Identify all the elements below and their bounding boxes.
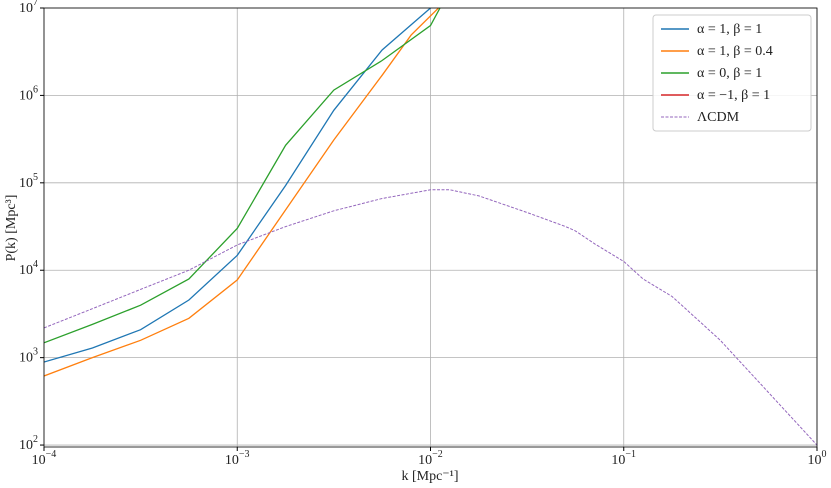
x-tick-label: 100: [808, 449, 827, 468]
legend-label: α = 1, β = 1: [697, 22, 762, 37]
y-tick-label: 107: [19, 0, 38, 16]
x-tick-label: 10−2: [418, 449, 443, 468]
series-line: [44, 8, 439, 377]
plot-frame: [43, 7, 818, 448]
x-axis-label: k [Mpc⁻¹]: [401, 469, 458, 484]
x-tick-label: 10−4: [32, 449, 57, 468]
legend-label: α = 1, β = 0.4: [697, 44, 773, 59]
legend-box: [652, 14, 812, 132]
y-tick-label: 102: [19, 434, 38, 453]
x-tick-label: 10−3: [225, 449, 250, 468]
y-tick-label: 104: [19, 260, 38, 279]
y-axis-label: P(k) [Mpc³]: [4, 195, 19, 262]
series-line: [44, 189, 817, 446]
legend-label: ΛCDM: [697, 110, 740, 125]
legend-label: α = −1, β = 1: [697, 88, 770, 103]
series-line: [44, 8, 441, 344]
y-tick-label: 106: [19, 85, 38, 104]
y-tick-label: 103: [19, 347, 38, 366]
y-tick-label: 105: [19, 172, 38, 191]
legend-label: α = 0, β = 1: [697, 66, 762, 81]
x-tick-label: 10−1: [611, 449, 636, 468]
